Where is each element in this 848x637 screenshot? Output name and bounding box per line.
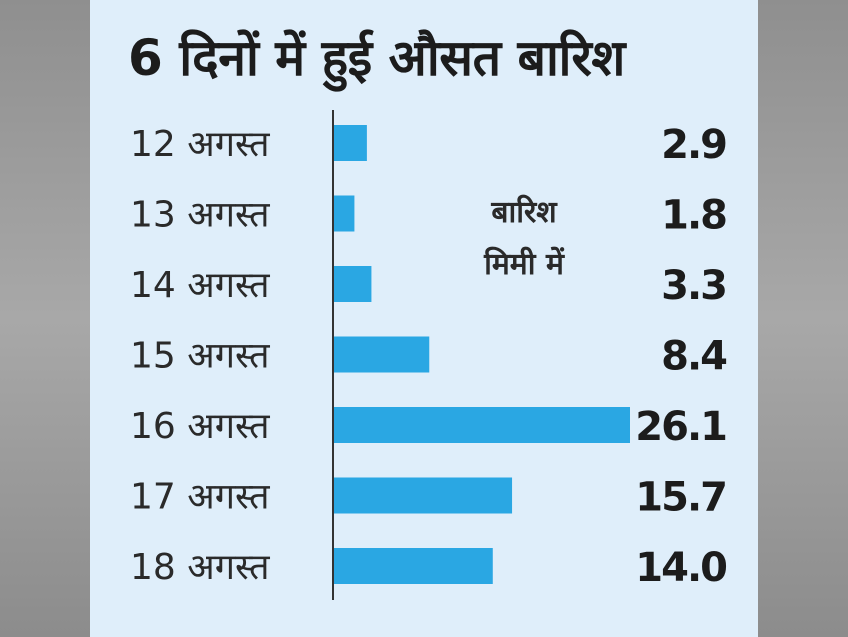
bar-chart: 12 अगस्त 2.9 13 अगस्त 1.8 14 अगस्त 3.3 15 अगस्… — [130, 110, 728, 600]
chart-title: 6 दिनों में हुई औसत बारिश — [128, 29, 625, 87]
background-left — [0, 0, 90, 637]
value-label: 14.0 — [635, 545, 726, 591]
category-label: 18 अगस्त — [130, 547, 271, 588]
chart-card: 6 दिनों में हुई औसत बारिश 12 अगस्त 2.9 13 … — [90, 0, 758, 637]
bar — [334, 407, 630, 443]
bar — [334, 266, 372, 302]
category-label: 16 अगस्त — [130, 406, 271, 447]
bar — [334, 125, 367, 161]
bar — [334, 195, 355, 232]
value-label: 8.4 — [661, 334, 726, 380]
unit-label: बारिश — [490, 194, 558, 230]
bar — [334, 477, 513, 514]
category-label: 14 अगस्त — [130, 265, 271, 306]
value-label: 2.9 — [661, 122, 726, 168]
value-label: 1.8 — [661, 193, 726, 239]
category-label: 15 अगस्त — [130, 336, 271, 377]
category-label: 17 अगस्त — [130, 477, 271, 518]
background-right — [758, 0, 848, 637]
value-label: 15.7 — [635, 475, 726, 521]
bar — [334, 548, 493, 584]
value-label: 26.1 — [635, 404, 726, 450]
category-label: 12 अगस्त — [130, 124, 271, 165]
unit-label: मिमी में — [483, 246, 565, 282]
category-label: 13 अगस्त — [130, 195, 271, 236]
bar — [334, 336, 430, 373]
value-label: 3.3 — [661, 263, 726, 309]
